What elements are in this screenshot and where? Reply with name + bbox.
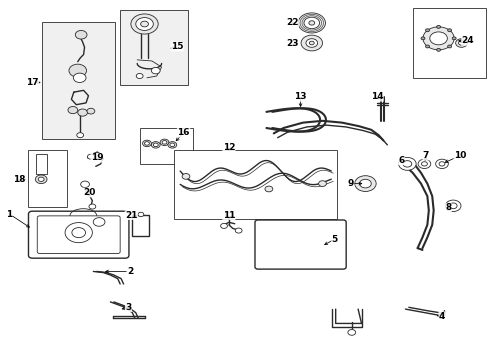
Circle shape [447,45,450,48]
FancyBboxPatch shape [254,220,346,269]
Circle shape [448,203,456,209]
Circle shape [38,177,44,181]
Text: 14: 14 [370,92,383,101]
Text: 15: 15 [171,42,183,51]
Text: 10: 10 [453,151,465,160]
Text: 4: 4 [438,312,444,321]
Circle shape [402,161,411,167]
Circle shape [298,13,325,33]
Circle shape [136,73,143,78]
Text: 17: 17 [26,78,39,87]
Text: 12: 12 [222,143,235,152]
Circle shape [151,141,160,148]
FancyBboxPatch shape [28,211,129,258]
Circle shape [425,45,428,48]
Bar [120,10,188,85]
Circle shape [301,35,322,51]
Circle shape [35,175,47,184]
Circle shape [131,14,158,34]
Circle shape [160,139,168,145]
Circle shape [359,179,370,188]
Circle shape [138,212,143,217]
Circle shape [309,41,314,45]
Text: 2: 2 [126,267,133,276]
Circle shape [451,37,455,40]
Text: 21: 21 [125,211,137,220]
Circle shape [445,200,460,212]
Text: 9: 9 [347,179,353,188]
Text: 18: 18 [13,175,25,184]
Circle shape [455,39,467,47]
Bar [140,128,193,164]
Circle shape [308,21,314,25]
Text: 11: 11 [222,211,235,220]
Text: 24: 24 [461,36,473,45]
Circle shape [75,31,87,39]
Circle shape [304,17,319,29]
Circle shape [398,157,415,170]
Circle shape [87,154,94,159]
Bar [27,149,66,207]
Circle shape [436,48,440,51]
Circle shape [162,140,166,144]
Circle shape [78,109,87,116]
Bar [36,154,46,174]
Circle shape [69,64,86,77]
Circle shape [458,41,464,45]
Circle shape [436,26,440,28]
Circle shape [264,186,272,192]
Circle shape [225,212,232,217]
Text: 5: 5 [331,235,337,244]
Text: 23: 23 [285,39,298,48]
Circle shape [425,29,428,32]
Text: 1: 1 [6,210,13,219]
Text: 8: 8 [444,203,450,212]
Text: 6: 6 [398,156,404,165]
Circle shape [151,67,160,74]
Circle shape [93,218,105,226]
Circle shape [182,174,189,179]
Circle shape [87,108,95,114]
Circle shape [429,32,447,45]
Text: 19: 19 [91,153,103,162]
FancyBboxPatch shape [37,216,120,253]
Bar [173,149,336,220]
Text: 16: 16 [177,128,189,137]
Bar [42,22,115,139]
Circle shape [141,21,148,27]
Text: 22: 22 [285,18,298,27]
Circle shape [136,18,153,31]
Circle shape [167,141,176,148]
Circle shape [438,162,444,166]
Circle shape [235,228,242,233]
Circle shape [68,107,78,114]
Circle shape [447,29,450,32]
Circle shape [65,222,92,243]
Text: 3: 3 [125,303,131,312]
Circle shape [435,159,447,168]
Circle shape [81,181,89,188]
Bar [132,215,149,236]
Circle shape [72,228,85,238]
Circle shape [318,181,326,186]
Circle shape [144,141,149,145]
Bar [412,8,485,78]
Circle shape [354,176,375,192]
Circle shape [220,224,227,228]
Circle shape [417,159,430,168]
Circle shape [421,162,427,166]
Circle shape [420,37,424,40]
Text: 7: 7 [422,151,428,160]
Circle shape [169,143,174,147]
Text: 13: 13 [294,92,306,101]
Circle shape [422,27,453,50]
Circle shape [73,73,86,82]
Circle shape [347,329,355,335]
Text: 20: 20 [83,188,96,197]
Circle shape [77,133,83,138]
Circle shape [142,140,151,147]
Circle shape [89,204,96,209]
Circle shape [153,143,158,147]
Circle shape [305,39,317,47]
